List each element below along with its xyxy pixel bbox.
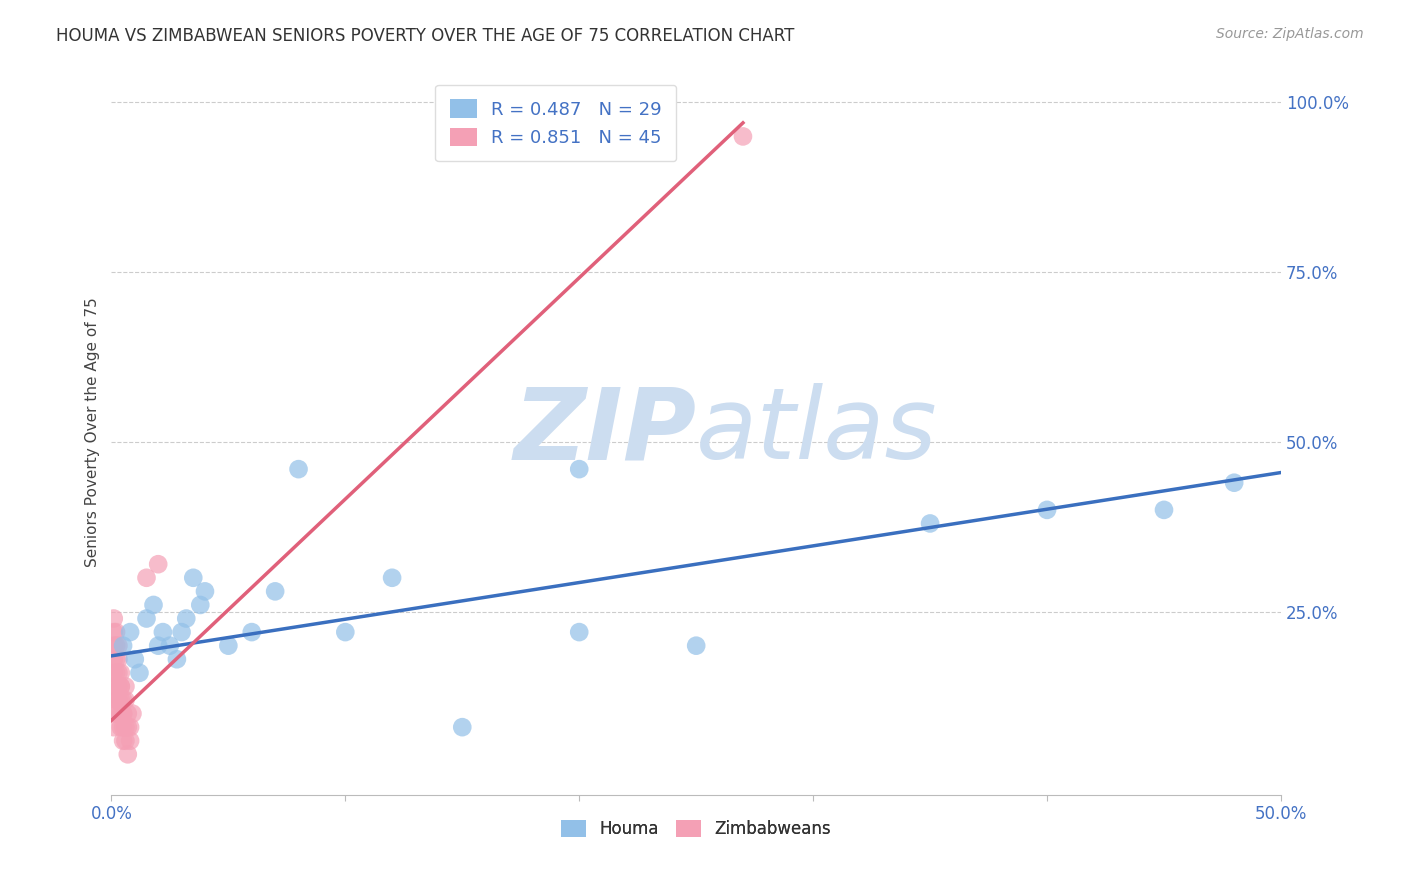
Point [112, 706, 135, 721]
Point [112, 639, 135, 653]
Point [107, 665, 129, 680]
Point [121, 706, 143, 721]
Point [112, 693, 135, 707]
Point [264, 584, 287, 599]
Point [166, 652, 188, 666]
Point [451, 720, 474, 734]
Point [107, 680, 129, 694]
Point [142, 598, 165, 612]
Text: atlas: atlas [696, 384, 938, 480]
Point [114, 733, 136, 747]
Point [112, 733, 135, 747]
Point [148, 639, 170, 653]
Point [568, 462, 591, 476]
Point [128, 665, 150, 680]
Point [112, 706, 135, 721]
Point [105, 639, 128, 653]
Point [105, 652, 128, 666]
Point [110, 665, 132, 680]
Point [194, 584, 217, 599]
Point [105, 680, 128, 694]
Point [114, 720, 136, 734]
Legend: Houma, Zimbabweans: Houma, Zimbabweans [555, 814, 838, 845]
Point [103, 652, 125, 666]
Point [103, 680, 125, 694]
Point [107, 706, 129, 721]
Point [217, 639, 239, 653]
Point [287, 462, 309, 476]
Point [117, 720, 139, 734]
Point [685, 639, 707, 653]
Point [170, 625, 193, 640]
Point [120, 733, 142, 747]
Point [103, 720, 125, 734]
Point [117, 747, 139, 762]
Point [105, 706, 128, 721]
Point [110, 706, 132, 721]
Point [107, 693, 129, 707]
Point [920, 516, 942, 531]
Y-axis label: Seniors Poverty Over the Age of 75: Seniors Poverty Over the Age of 75 [86, 297, 100, 566]
Point [381, 571, 404, 585]
Point [1153, 503, 1175, 517]
Point [335, 625, 357, 640]
Point [1223, 475, 1246, 490]
Point [135, 611, 157, 625]
Point [110, 680, 132, 694]
Point [188, 598, 211, 612]
Point [105, 625, 128, 640]
Point [114, 693, 136, 707]
Point [117, 706, 139, 721]
Point [731, 129, 754, 144]
Point [124, 652, 146, 666]
Point [1036, 503, 1059, 517]
Point [110, 680, 132, 694]
Point [103, 665, 125, 680]
Point [107, 639, 129, 653]
Point [120, 625, 142, 640]
Point [110, 693, 132, 707]
Point [152, 625, 174, 640]
Point [240, 625, 263, 640]
Point [148, 558, 170, 572]
Text: HOUMA VS ZIMBABWEAN SENIORS POVERTY OVER THE AGE OF 75 CORRELATION CHART: HOUMA VS ZIMBABWEAN SENIORS POVERTY OVER… [56, 27, 794, 45]
Point [107, 652, 129, 666]
Point [159, 639, 181, 653]
Point [174, 611, 197, 625]
Point [112, 720, 135, 734]
Point [105, 693, 128, 707]
Point [110, 720, 132, 734]
Point [568, 625, 591, 640]
Point [103, 625, 125, 640]
Text: ZIP: ZIP [513, 384, 696, 480]
Point [105, 665, 128, 680]
Point [120, 720, 142, 734]
Point [103, 611, 125, 625]
Point [103, 639, 125, 653]
Point [181, 571, 204, 585]
Point [114, 680, 136, 694]
Text: Source: ZipAtlas.com: Source: ZipAtlas.com [1216, 27, 1364, 41]
Point [107, 693, 129, 707]
Point [135, 571, 157, 585]
